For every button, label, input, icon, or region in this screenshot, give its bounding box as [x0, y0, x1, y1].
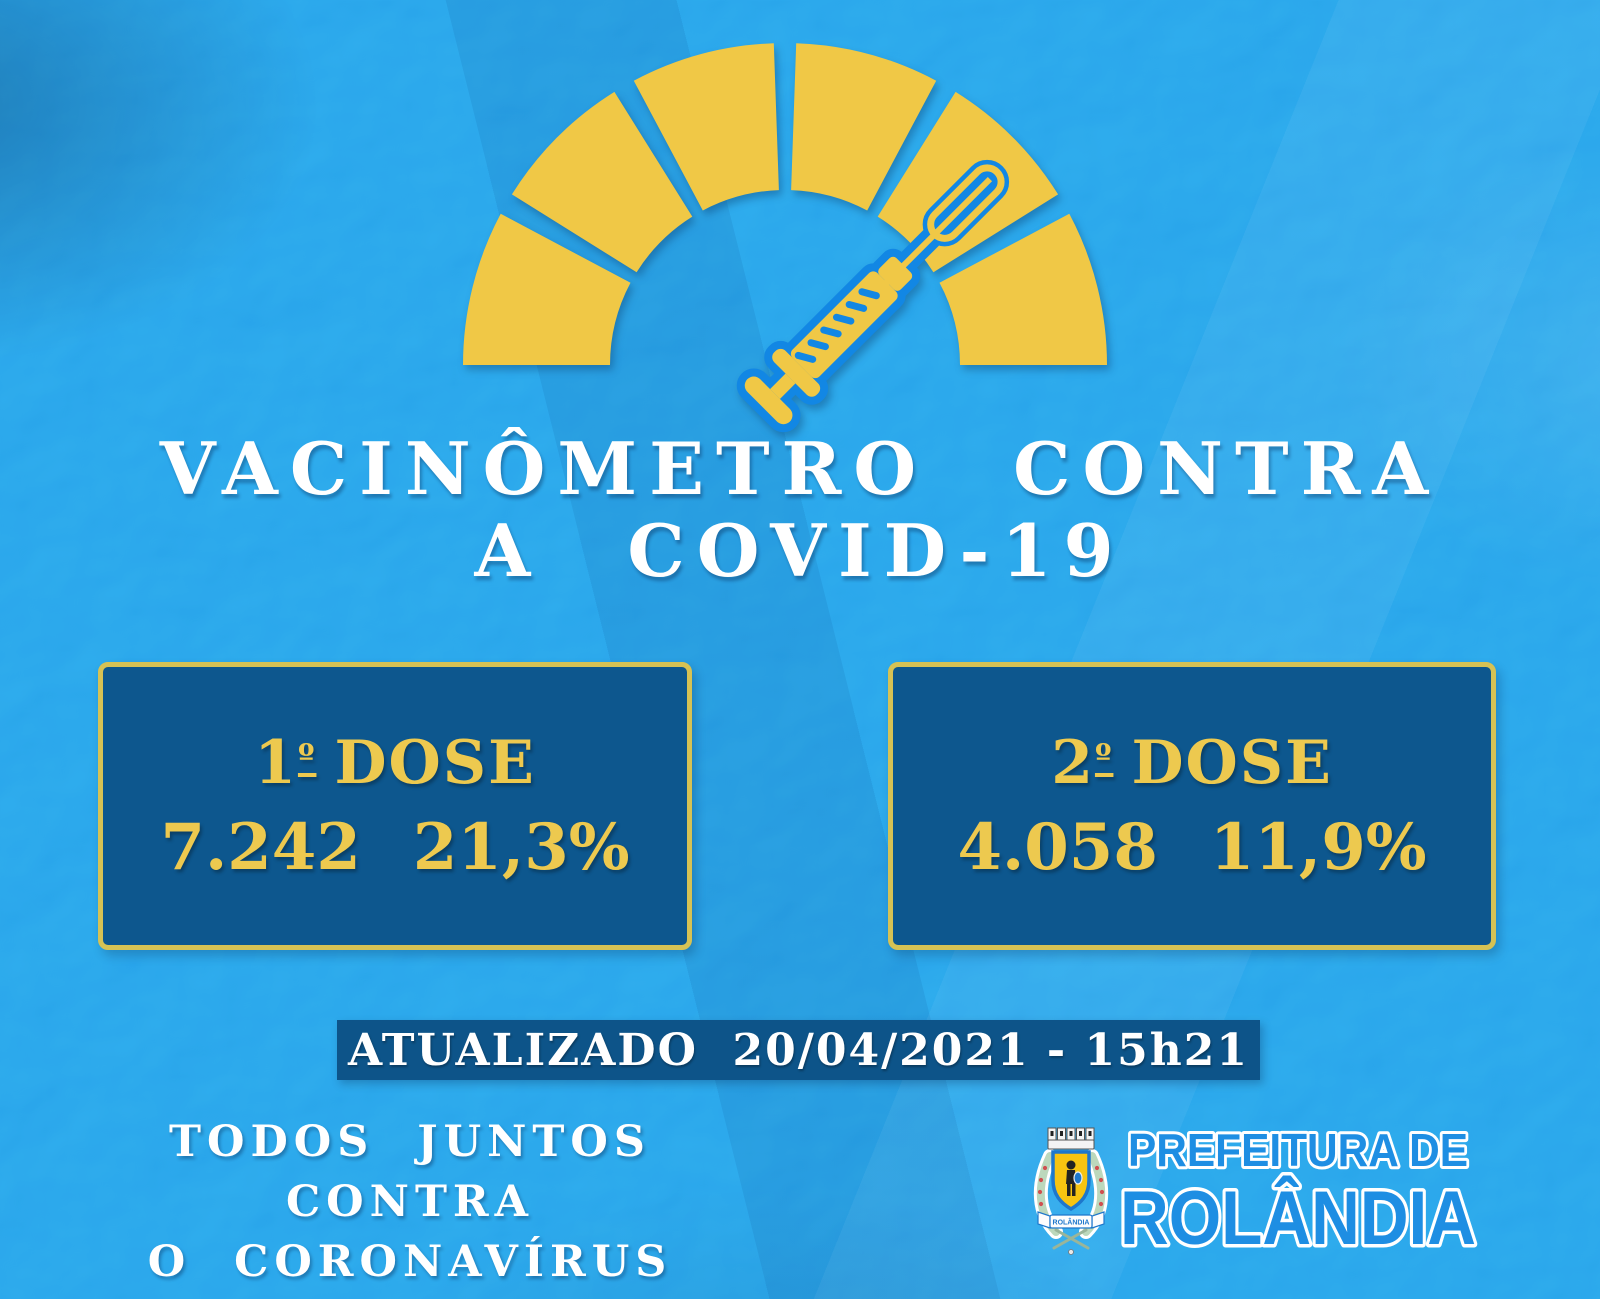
prefeitura-rolandia-logo: ROLÂNDIA PREFEITURA DE ROLÂNDIA [1026, 1116, 1496, 1276]
dose1-ordinal: º [297, 736, 317, 776]
dose2-values: 4.058 11,9% [957, 810, 1426, 885]
title-line1: VACINÔMETRO CONTRA [159, 426, 1441, 511]
dose2-number: 2 [1051, 727, 1095, 798]
gauge-segments [463, 43, 1107, 365]
dose1-percent: 21,3% [412, 809, 630, 885]
slogan: TODOS JUNTOS CONTRA O CORONAVÍRUS [40, 1112, 780, 1292]
vaccinometer-gauge-icon [463, 43, 1107, 433]
dose2-label: 2º DOSE [1051, 728, 1333, 798]
slogan-line2: O CORONAVÍRUS [147, 1237, 673, 1287]
logo-line2: ROLÂNDIA [1120, 1175, 1476, 1261]
slogan-line1: TODOS JUNTOS CONTRA [169, 1117, 651, 1227]
logo-wordmark: PREFEITURA DE ROLÂNDIA [1117, 1121, 1480, 1265]
updated-text: ATUALIZADO 20/04/2021 - 15h21 [348, 1024, 1249, 1076]
page-title: VACINÔMETRO CONTRA A COVID-19 [0, 428, 1600, 592]
syringe-graduation-marks [794, 288, 880, 363]
dose1-word: DOSE [334, 727, 536, 798]
roland-statue [1066, 1160, 1076, 1196]
dose1-count: 7.242 [160, 809, 361, 885]
dose2-percent: 11,9% [1209, 809, 1427, 885]
crossed-branches [1052, 1228, 1090, 1250]
dose2-ordinal: º [1094, 736, 1114, 776]
dose1-values: 7.242 21,3% [160, 810, 629, 885]
dose1-label: 1º DOSE [254, 728, 536, 798]
ribbon [1037, 1211, 1105, 1229]
dose2-panel: 2º DOSE 4.058 11,9% [888, 662, 1496, 950]
updated-banner: ATUALIZADO 20/04/2021 - 15h21 [337, 1020, 1260, 1080]
dose2-word: DOSE [1131, 727, 1333, 798]
ribbon-text: ROLÂNDIA [1053, 1218, 1090, 1227]
logo-line1: PREFEITURA DE [1128, 1124, 1468, 1176]
syringe-icon [736, 159, 1010, 433]
dose1-panel: 1º DOSE 7.242 21,3% [98, 662, 692, 950]
rolandia-coat-of-arms-icon: ROLÂNDIA [1033, 1127, 1109, 1255]
title-line2: A COVID-19 [474, 508, 1126, 593]
dose1-number: 1 [254, 727, 298, 798]
dose2-count: 4.058 [957, 809, 1158, 885]
